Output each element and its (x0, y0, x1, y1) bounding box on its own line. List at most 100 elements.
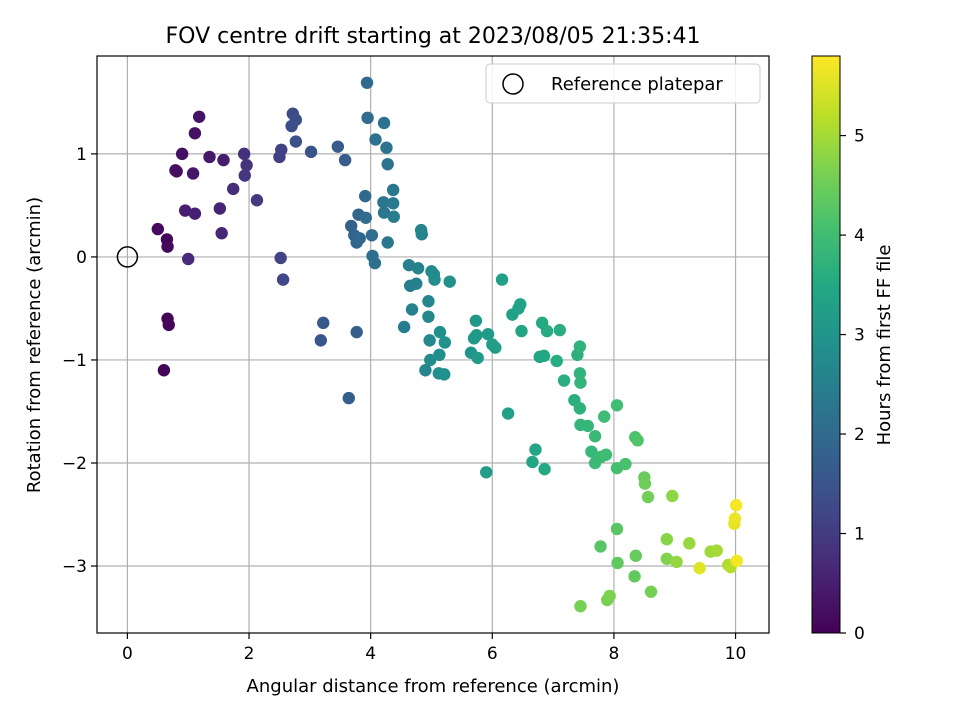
data-point (188, 127, 202, 140)
y-tick-label: −3 (62, 557, 87, 577)
data-point (469, 314, 483, 328)
data-point (250, 194, 264, 207)
data-point (170, 165, 183, 178)
data-point (438, 368, 451, 381)
colorbar-scale (811, 55, 841, 634)
colorbar-tick-label: 3 (854, 326, 865, 346)
data-point (581, 419, 594, 433)
y-axis-ticks: −3 −2 −1 0 1 (62, 145, 97, 577)
data-point (470, 329, 483, 342)
data-point (641, 490, 655, 504)
data-point (405, 303, 419, 316)
data-point (289, 113, 303, 127)
x-axis-ticks: 0 2 4 6 8 10 (122, 633, 746, 664)
data-point (557, 374, 571, 387)
data-point (666, 489, 679, 503)
data-point (358, 189, 372, 203)
data-point (683, 537, 696, 550)
data-point (410, 277, 423, 290)
reference-platepar-marker (116, 246, 139, 268)
data-point (186, 167, 200, 180)
data-point (610, 522, 624, 536)
data-point (638, 477, 652, 490)
legend-box (485, 63, 761, 104)
data-point (369, 133, 382, 146)
x-tick-label: 0 (122, 644, 133, 664)
data-point (215, 227, 228, 240)
chart-title: FOV centre drift starting at 2023/08/05 … (166, 24, 701, 49)
colorbar-tick-label: 1 (854, 525, 865, 545)
data-point (350, 325, 363, 339)
data-point (603, 589, 616, 603)
data-point (314, 334, 327, 347)
data-point (537, 349, 551, 363)
data-point (157, 364, 171, 377)
data-point (588, 430, 602, 443)
x-tick-label: 8 (609, 644, 620, 664)
data-point (631, 434, 644, 447)
data-point (419, 364, 432, 377)
data-point (538, 462, 551, 476)
data-point (381, 236, 394, 249)
data-point (514, 298, 527, 311)
data-point (489, 341, 502, 354)
data-point (628, 570, 641, 583)
data-point (238, 169, 251, 182)
x-tick-label: 6 (487, 644, 498, 664)
legend: Reference platepar (485, 63, 761, 104)
data-point (377, 206, 391, 219)
data-point (471, 351, 484, 365)
data-point (359, 211, 372, 224)
data-point (381, 157, 394, 171)
data-point (368, 256, 382, 270)
data-point (237, 147, 251, 161)
data-point (289, 135, 303, 148)
data-point (361, 111, 374, 125)
data-point (574, 600, 587, 613)
data-point (151, 222, 165, 236)
data-point (428, 273, 441, 286)
data-point (729, 499, 743, 512)
data-point (660, 552, 674, 566)
data-point (423, 334, 436, 347)
data-point (433, 325, 447, 339)
data-point (331, 140, 345, 153)
data-point (397, 320, 411, 334)
colorbar-tick-label: 4 (854, 226, 865, 246)
data-point (387, 210, 400, 223)
y-tick-label: −2 (62, 454, 87, 474)
data-point (338, 153, 352, 167)
plot-frame (96, 55, 770, 634)
data-point (422, 310, 435, 323)
y-axis-label: Rotation from reference (arcmin) (24, 197, 45, 493)
data-point (377, 116, 391, 130)
data-point (274, 251, 287, 265)
x-tick-label: 4 (365, 644, 376, 664)
data-point (610, 399, 624, 412)
data-point (240, 159, 253, 172)
data-point (550, 354, 563, 368)
data-point (178, 204, 192, 217)
colorbar-label: Hours from first FF file (874, 245, 895, 446)
data-point (188, 207, 202, 220)
data-point (342, 391, 355, 405)
data-point (644, 585, 658, 598)
data-point (710, 544, 723, 557)
data-point (227, 182, 240, 196)
data-point (411, 262, 425, 275)
data-point (386, 183, 400, 197)
data-point (213, 202, 227, 215)
data-point (386, 197, 400, 210)
data-point (353, 232, 366, 245)
data-point (574, 376, 587, 389)
data-point (415, 228, 428, 241)
data-point (481, 327, 495, 341)
data-point (573, 367, 587, 380)
data-point (217, 153, 230, 167)
colorbar-tick-label: 2 (854, 425, 865, 445)
data-point (629, 549, 643, 562)
data-point (594, 540, 607, 553)
data-point (728, 512, 742, 525)
x-tick-label: 2 (244, 644, 255, 664)
